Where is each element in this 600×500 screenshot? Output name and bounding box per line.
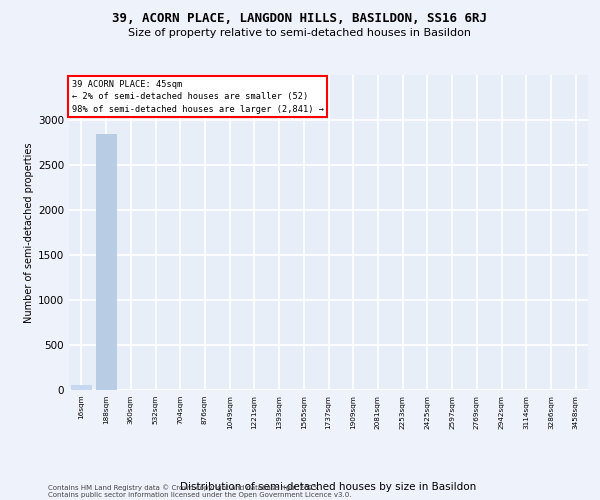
Bar xyxy=(95,134,116,390)
Text: Contains public sector information licensed under the Open Government Licence v3: Contains public sector information licen… xyxy=(48,492,352,498)
Text: 39, ACORN PLACE, LANGDON HILLS, BASILDON, SS16 6RJ: 39, ACORN PLACE, LANGDON HILLS, BASILDON… xyxy=(113,12,487,26)
X-axis label: Distribution of semi-detached houses by size in Basildon: Distribution of semi-detached houses by … xyxy=(181,482,476,492)
Text: 39 ACORN PLACE: 45sqm
← 2% of semi-detached houses are smaller (52)
98% of semi-: 39 ACORN PLACE: 45sqm ← 2% of semi-detac… xyxy=(71,80,323,114)
Text: Size of property relative to semi-detached houses in Basildon: Size of property relative to semi-detach… xyxy=(128,28,472,38)
Text: Contains HM Land Registry data © Crown copyright and database right 2025.: Contains HM Land Registry data © Crown c… xyxy=(48,484,320,491)
Y-axis label: Number of semi-detached properties: Number of semi-detached properties xyxy=(24,142,34,323)
Bar xyxy=(71,386,92,390)
